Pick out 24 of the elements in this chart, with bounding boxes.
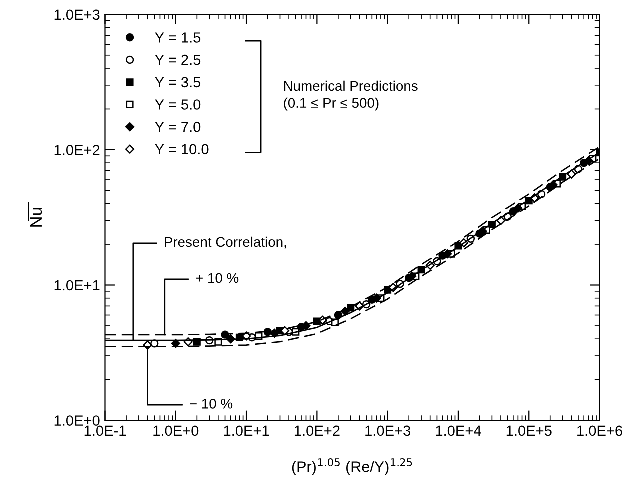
x-tick-label: 1.0E+2	[294, 426, 340, 436]
x-tick-label: 1.0E-1	[84, 426, 126, 436]
legend-label: Y = 2.5	[155, 54, 201, 66]
x-axis-title: (Pr)$^{1.05}$ (Re/Y)$^{1.25}$	[292, 458, 412, 476]
y-tick-label: 1.0E+3	[54, 10, 100, 20]
annotation: Present Correlation,	[165, 236, 286, 249]
legend-label: Y = 5.0	[155, 100, 201, 110]
legend-label: Y = 3.5	[155, 77, 201, 88]
annotation: Numerical Predictions (0.1 ≤ Pr ≤ 500)	[284, 80, 418, 111]
legend-label: Y = 10.0	[155, 144, 209, 155]
y-axis-title: N̅u̅	[28, 202, 42, 227]
y-tick-label: 1.0E+1	[54, 280, 100, 291]
x-tick-label: 1.0E+5	[506, 426, 552, 436]
legend-label: Y = 1.5	[155, 32, 201, 43]
x-tick-label: 1.0E+6	[578, 426, 622, 436]
y-tick-label: 1.0E+2	[54, 145, 100, 156]
annotation: + 10 %	[196, 273, 239, 284]
annotation: − 10 %	[190, 398, 233, 409]
legend-label: Y = 7.0	[155, 122, 201, 132]
y-tick-label: 1.0E+0	[54, 416, 100, 426]
x-tick-label: 1.0E+4	[436, 426, 482, 436]
x-tick-label: 1.0E+3	[366, 426, 410, 436]
x-tick-label: 1.0E+0	[154, 426, 199, 436]
x-tick-label: 1.0E+1	[224, 426, 270, 436]
